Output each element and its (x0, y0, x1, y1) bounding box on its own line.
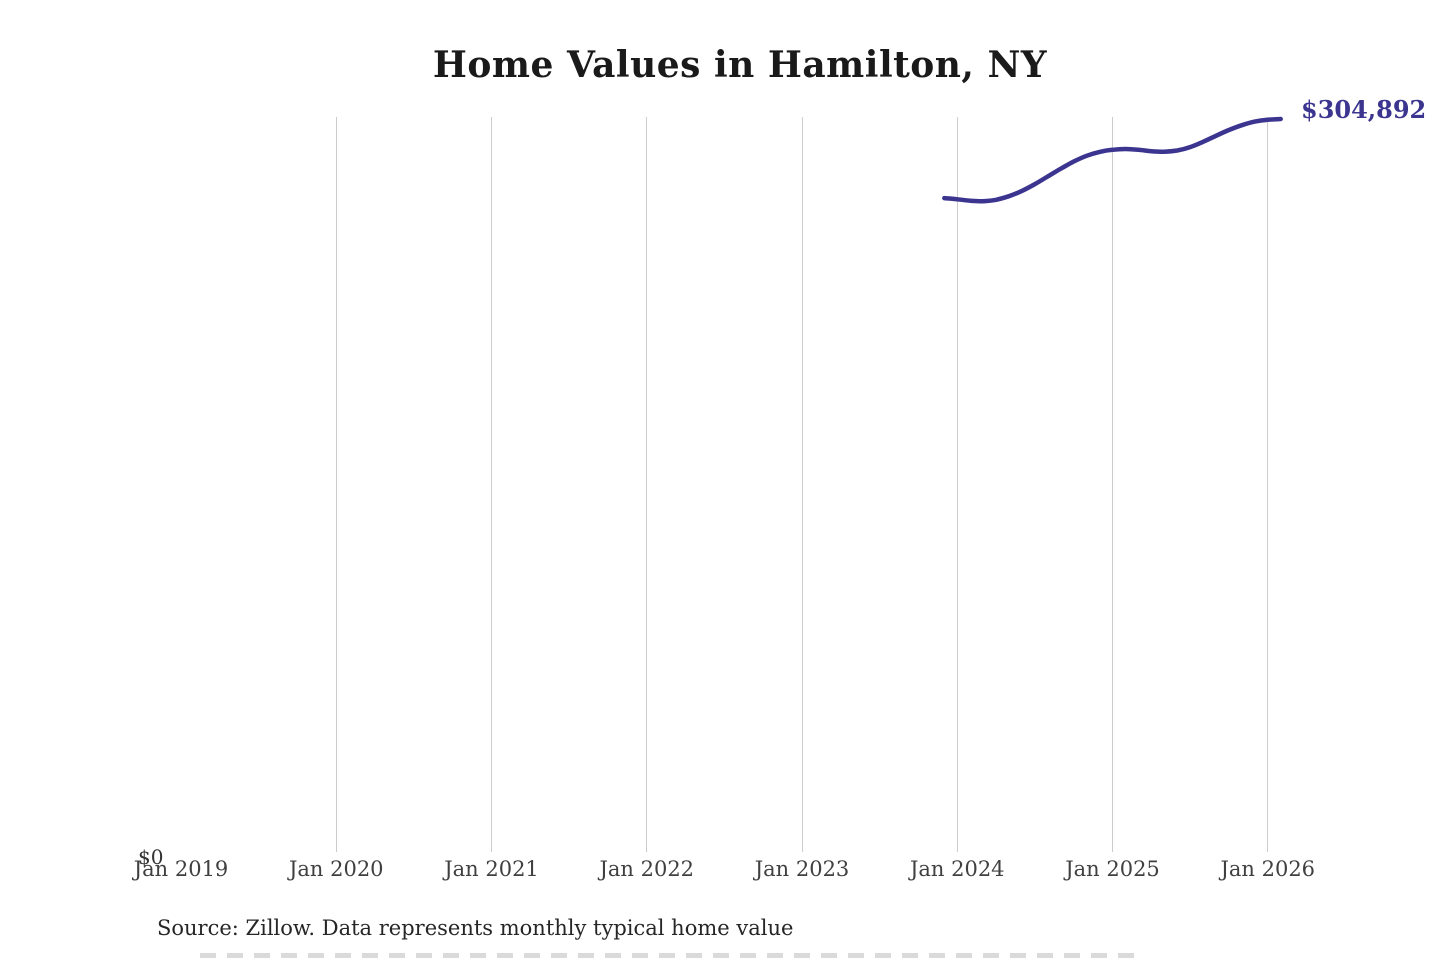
x-tick-label-2020: Jan 2020 (288, 857, 384, 881)
gridline-2022 (646, 117, 648, 852)
gridline-2026 (1267, 117, 1269, 852)
clipped-content-strip (200, 953, 1140, 958)
x-tick-label-2022: Jan 2022 (599, 857, 695, 881)
chart-title: Home Values in Hamilton, NY (432, 44, 1048, 86)
gridline-2023 (801, 117, 803, 852)
y-axis-zero-label: $0 (138, 845, 164, 869)
gridline-2024 (956, 117, 958, 852)
source-caption: Source: Zillow. Data represents monthly … (157, 916, 794, 940)
x-tick-label-2025: Jan 2025 (1065, 857, 1160, 881)
x-tick-label-2021: Jan 2021 (444, 857, 539, 881)
x-tick-label-2024: Jan 2024 (909, 857, 1005, 881)
x-tick-label-2019: Jan 2019 (133, 857, 229, 881)
gridline-2025 (1112, 117, 1113, 852)
x-tick-label-2026: Jan 2026 (1220, 857, 1316, 881)
end-value-label: $304,892 (1301, 95, 1427, 124)
gridline-2020 (335, 117, 337, 852)
gridline-2021 (491, 117, 492, 852)
x-tick-label-2023: Jan 2023 (754, 857, 850, 881)
